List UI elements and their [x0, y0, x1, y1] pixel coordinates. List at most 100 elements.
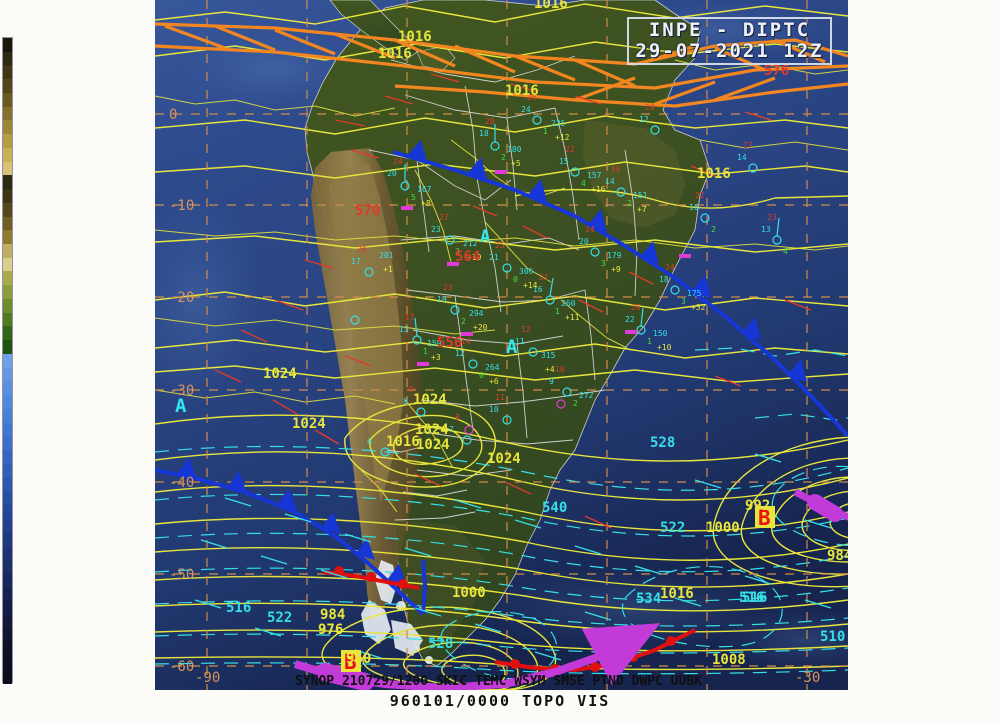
- svg-text:260: 260: [561, 299, 576, 308]
- svg-text:24: 24: [585, 225, 595, 234]
- colorbar-segment: [3, 422, 12, 437]
- thickness-label: 528: [650, 435, 675, 451]
- svg-text:294: 294: [469, 309, 484, 318]
- svg-text:15: 15: [559, 157, 569, 166]
- colorbar-segment: [3, 326, 12, 341]
- thickness-label: 516: [739, 590, 764, 606]
- svg-text:201: 201: [379, 251, 394, 260]
- svg-text:11: 11: [495, 393, 505, 402]
- high-center-north: A: [480, 227, 490, 247]
- colorbar-segment: [3, 669, 12, 684]
- trough-itcz-lines: [155, 22, 848, 108]
- svg-text:264: 264: [485, 363, 500, 372]
- latitude-tick-label: -20: [169, 290, 194, 306]
- colorbar-segment: [3, 175, 12, 190]
- svg-text:13: 13: [761, 225, 771, 234]
- svg-text:159: 159: [427, 339, 442, 348]
- svg-text:167: 167: [417, 185, 432, 194]
- colorbar-segment: [3, 656, 12, 670]
- svg-text:12: 12: [455, 349, 465, 358]
- occluded-front-sw: [293, 623, 661, 690]
- isobar-label: 1016: [378, 46, 412, 62]
- isobar-value-labels: 1016101610161016101610241024102410161024…: [263, 0, 848, 668]
- svg-text:175: 175: [687, 289, 702, 298]
- svg-text:150: 150: [653, 329, 668, 338]
- svg-text:+12: +12: [555, 133, 570, 142]
- latitude-tick-label: 0: [169, 107, 177, 123]
- svg-text:3: 3: [681, 297, 686, 306]
- isobar-label: 1016: [660, 586, 694, 602]
- svg-text:2: 2: [627, 199, 632, 208]
- colorbar-segment: [3, 271, 12, 286]
- svg-text:28: 28: [485, 117, 495, 126]
- colorbar-segment: [3, 216, 12, 231]
- isobar-label: 1024: [263, 366, 297, 382]
- isobar-label: 984: [320, 607, 345, 623]
- colorbar-segment: [3, 202, 12, 217]
- svg-text:25: 25: [495, 241, 505, 250]
- isobar-label: 1016: [697, 166, 731, 182]
- high-center-pacific: A: [175, 395, 187, 417]
- svg-text:11: 11: [515, 337, 525, 346]
- isobar-label: 992: [745, 498, 770, 514]
- thickness-label: 522: [660, 520, 685, 536]
- svg-text:13: 13: [399, 325, 409, 334]
- isobar-label: 1016: [534, 0, 568, 12]
- colorbar-segment: [3, 79, 12, 93]
- svg-text:3: 3: [601, 259, 606, 268]
- svg-text:179: 179: [607, 251, 622, 260]
- latitude-tick-label: -50: [169, 567, 194, 583]
- special-contour-label: 570: [355, 203, 380, 219]
- thickness-label: 516: [742, 590, 767, 606]
- svg-text:2: 2: [461, 317, 466, 326]
- svg-text:+32: +32: [691, 303, 706, 312]
- svg-text:20: 20: [387, 169, 397, 178]
- occluded-front-se-atlantic: [793, 488, 848, 522]
- svg-text:23: 23: [767, 213, 777, 222]
- colorbar-segment: [3, 161, 12, 176]
- isobar-label: 1016: [386, 434, 420, 450]
- svg-text:2: 2: [501, 153, 506, 162]
- svg-text:+14: +14: [523, 281, 538, 290]
- svg-text:18: 18: [611, 165, 621, 174]
- svg-text:0: 0: [513, 275, 518, 284]
- svg-text:225: 225: [551, 119, 566, 128]
- svg-text:151: 151: [633, 191, 648, 200]
- colorbar-segment: [3, 285, 12, 299]
- svg-text:315: 315: [541, 351, 556, 360]
- low-center-se-atlantic: B: [755, 506, 775, 530]
- svg-text:18: 18: [479, 129, 489, 138]
- svg-text:12: 12: [639, 115, 649, 124]
- svg-text:272: 272: [579, 391, 594, 400]
- colorbar-segment: [3, 147, 12, 162]
- svg-text:+6: +6: [489, 377, 499, 386]
- svg-text:6: 6: [367, 437, 372, 446]
- svg-text:+8: +8: [421, 199, 431, 208]
- colorbar-segment: [3, 38, 12, 52]
- colorbar-segment: [3, 381, 12, 396]
- svg-text:24: 24: [521, 105, 531, 114]
- svg-text:26: 26: [527, 93, 537, 102]
- svg-text:2: 2: [573, 399, 578, 408]
- special-contour-label: 556: [437, 335, 462, 351]
- colorbar-segment: [3, 92, 12, 107]
- svg-text:+3: +3: [431, 353, 441, 362]
- isobar-label: 1024: [413, 392, 447, 408]
- svg-text:24: 24: [393, 157, 403, 166]
- svg-text:14: 14: [737, 153, 747, 162]
- isobar-label: 1008: [712, 652, 746, 668]
- svg-text:23: 23: [443, 283, 453, 292]
- longitude-tick-labels: -90 -30: [195, 670, 820, 686]
- thickness-label: 522: [267, 610, 292, 626]
- colorbar-segment: [3, 312, 12, 327]
- colorbar-segment: [3, 244, 12, 258]
- svg-text:5: 5: [411, 193, 416, 202]
- svg-text:9: 9: [409, 385, 414, 394]
- colorbar-segment: [3, 257, 12, 272]
- svg-text:+4: +4: [545, 365, 555, 374]
- thickness-label: 528: [428, 636, 453, 652]
- latitude-tick-label: -10: [169, 198, 194, 214]
- svg-text:21: 21: [539, 273, 549, 282]
